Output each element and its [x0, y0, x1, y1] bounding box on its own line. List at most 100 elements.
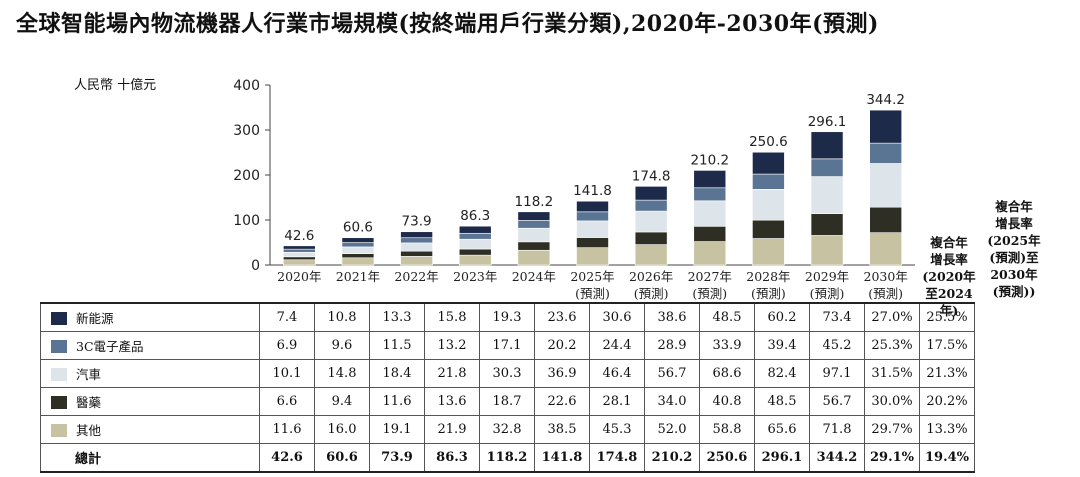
bar-segment — [400, 256, 433, 266]
bar-segment — [341, 246, 375, 254]
bar-segment — [810, 235, 844, 266]
table-cell: 13.2 — [424, 331, 480, 360]
cagr-header-line: 2030年 — [990, 267, 1038, 282]
table-cell: 48.5 — [699, 302, 755, 332]
table-cell: 28.9 — [644, 331, 700, 360]
table-cell: 82.4 — [754, 359, 810, 388]
table-cell: 42.6 — [259, 443, 315, 473]
table-cell: 45.2 — [809, 331, 865, 360]
bar-segment — [517, 211, 551, 221]
bar-segment — [693, 187, 727, 202]
row-label: 3C電子產品 — [76, 339, 144, 354]
table-cell: 73.9 — [369, 443, 425, 473]
table-cell: 22.6 — [534, 387, 590, 416]
bar-segment — [752, 219, 785, 239]
table-cell: 16.0 — [314, 415, 370, 444]
table-cell: 9.6 — [314, 331, 370, 360]
table-cell: 60.6 — [314, 443, 370, 473]
table-cell: 10.8 — [314, 302, 370, 332]
bar-segment — [517, 249, 551, 266]
legend-swatch — [51, 340, 67, 353]
bar-segment — [576, 237, 609, 248]
cagr-header-line: (預測)) — [992, 284, 1036, 299]
bar-total-label: 118.2 — [515, 194, 554, 210]
cagr-cell: 29.1% — [864, 443, 920, 473]
bar-total-label: 86.3 — [460, 208, 490, 224]
cagr-header-line: (2020年 — [922, 269, 976, 284]
cagr-cell: 13.3% — [919, 415, 975, 444]
bar-segment — [283, 259, 316, 266]
row-label-cell: 總計 — [40, 443, 260, 473]
y-tick-label: 100 — [233, 213, 260, 229]
table-cell: 32.8 — [479, 415, 535, 444]
cagr-cell: 20.2% — [919, 387, 975, 416]
table-cell: 344.2 — [809, 443, 865, 473]
bar-segment — [752, 173, 785, 190]
table-cell: 71.8 — [809, 415, 865, 444]
x-tick-sublabel: (預測) — [751, 286, 786, 301]
y-tick-label: 0 — [251, 258, 260, 274]
table-cell: 17.1 — [479, 331, 535, 360]
table-cell: 30.6 — [589, 302, 645, 332]
table-cell: 6.6 — [259, 387, 315, 416]
table-cell: 34.0 — [644, 387, 700, 416]
x-tick-label: 2026年 — [629, 269, 673, 284]
table-cell: 48.5 — [754, 387, 810, 416]
bar-segment — [693, 226, 727, 242]
table-cell: 65.6 — [754, 415, 810, 444]
bar-segment — [458, 238, 492, 250]
x-tick-label: 2029年 — [805, 269, 849, 284]
table-cell: 60.2 — [754, 302, 810, 332]
table-cell: 68.6 — [699, 359, 755, 388]
bar-segment — [517, 220, 551, 229]
x-tick-sublabel: (預測) — [810, 286, 845, 301]
x-tick-label: 2020年 — [277, 269, 321, 284]
legend-swatch — [51, 396, 67, 409]
bar-segment — [576, 200, 609, 213]
table-row: 汽車 10.1 14.8 18.4 21.8 30.3 36.9 46.4 56.7 68.6 82… — [40, 359, 975, 388]
x-tick-sublabel: (預測) — [692, 286, 727, 301]
table-cell: 10.1 — [259, 359, 315, 388]
table-cell: 45.3 — [589, 415, 645, 444]
bar-segment — [400, 237, 433, 244]
y-axis-unit-label: 人民幣 十億元 — [74, 78, 157, 93]
table-cell: 56.7 — [644, 359, 700, 388]
cagr-header-2025-2030: 複合年 增長率 (2025年 (預測)至 2030年 (預測)) — [982, 198, 1046, 300]
table-cell: 19.1 — [369, 415, 425, 444]
bar-segment — [283, 251, 316, 258]
table-row: 醫藥 6.6 9.4 11.6 13.6 18.7 22.6 28.1 34.0 40.8 48.5… — [40, 387, 975, 416]
bar-segment — [634, 186, 668, 201]
cagr-cell: 21.3% — [919, 359, 975, 388]
bar-segment — [634, 210, 668, 233]
row-label: 總計 — [75, 452, 102, 467]
table-cell: 23.6 — [534, 302, 590, 332]
table-cell: 11.5 — [369, 331, 425, 360]
table-cell: 118.2 — [479, 443, 535, 473]
bar-segment — [693, 241, 727, 266]
x-tick-label: 2023年 — [453, 269, 497, 284]
x-tick-label: 2022年 — [394, 269, 438, 284]
bar-segment — [693, 170, 727, 189]
cagr-header-line: 增長率 — [930, 252, 968, 267]
table-cell: 97.1 — [809, 359, 865, 388]
table-cell: 46.4 — [589, 359, 645, 388]
bar-segment — [752, 151, 785, 175]
x-tick-label: 2027年 — [688, 269, 732, 284]
bar-segment — [458, 225, 492, 234]
bar-segment — [341, 257, 375, 266]
row-label: 醫藥 — [76, 395, 102, 410]
cagr-cell: 30.0% — [864, 387, 920, 416]
cagr-cell: 19.4% — [919, 443, 975, 473]
table-cell: 11.6 — [369, 387, 425, 416]
bar-segment — [634, 244, 668, 266]
legend-swatch — [51, 368, 67, 381]
bar-segment — [869, 206, 902, 233]
bar-total-label: 141.8 — [573, 183, 612, 199]
bar-segment — [576, 211, 609, 222]
bar-segment — [283, 248, 316, 253]
legend-swatch — [51, 312, 67, 325]
bar-segment — [869, 232, 902, 266]
bar-total-label: 344.2 — [866, 92, 905, 108]
cagr-cell: 27.0% — [864, 302, 920, 332]
table-cell: 250.6 — [699, 443, 755, 473]
